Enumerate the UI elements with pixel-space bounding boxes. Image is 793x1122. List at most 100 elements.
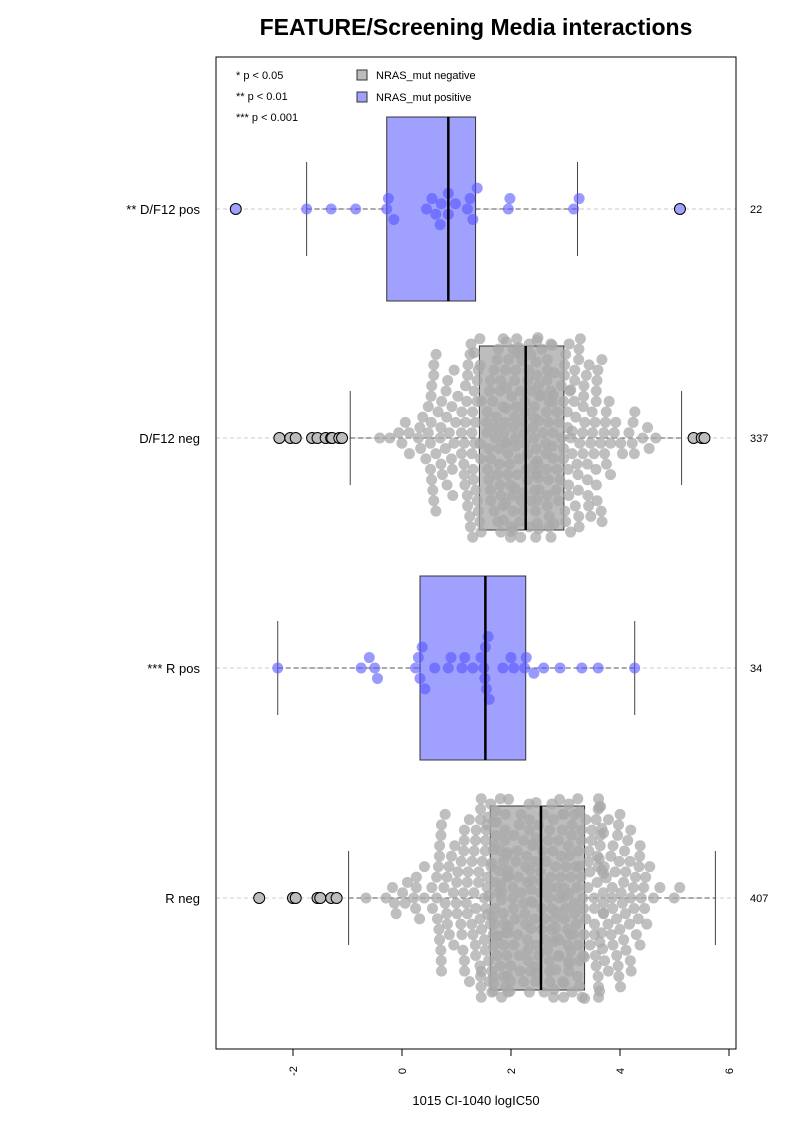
data-point xyxy=(441,908,453,920)
data-point xyxy=(439,442,451,454)
data-point xyxy=(598,907,610,919)
data-point xyxy=(461,395,473,407)
data-point xyxy=(545,871,557,883)
data-point xyxy=(467,213,479,225)
data-point xyxy=(582,489,594,501)
data-point xyxy=(590,960,602,972)
data-point xyxy=(272,662,284,674)
data-point xyxy=(403,427,415,439)
data-point xyxy=(577,401,589,413)
data-point xyxy=(602,918,614,930)
data-point xyxy=(573,510,585,522)
data-point xyxy=(471,375,483,387)
data-point xyxy=(579,992,591,1004)
data-point xyxy=(554,474,566,486)
data-point xyxy=(448,939,460,951)
data-point xyxy=(435,458,447,470)
data-point xyxy=(487,395,499,407)
data-point xyxy=(399,416,411,428)
data-point xyxy=(504,985,516,997)
data-point xyxy=(546,339,558,351)
data-point xyxy=(607,939,619,951)
data-point xyxy=(632,913,644,925)
data-point xyxy=(414,672,426,684)
data-point xyxy=(530,797,542,809)
data-point xyxy=(503,458,515,470)
data-point xyxy=(470,824,482,836)
data-point xyxy=(568,395,580,407)
data-point xyxy=(550,906,562,918)
data-point xyxy=(488,985,500,997)
data-point xyxy=(539,934,551,946)
data-point xyxy=(558,808,570,820)
data-point xyxy=(613,855,625,867)
data-point xyxy=(485,453,497,465)
data-point xyxy=(466,855,478,867)
data-point xyxy=(445,652,457,664)
data-point xyxy=(461,876,473,888)
data-point xyxy=(528,913,540,925)
data-point xyxy=(512,929,524,941)
data-point xyxy=(393,427,405,439)
data-point xyxy=(461,203,473,215)
data-point xyxy=(484,484,496,496)
data-point xyxy=(515,385,527,397)
data-point xyxy=(560,348,572,360)
data-point xyxy=(467,662,479,674)
data-point xyxy=(414,913,426,925)
data-point xyxy=(483,474,495,486)
data-point xyxy=(530,442,542,454)
data-point xyxy=(493,865,505,877)
data-point xyxy=(592,970,604,982)
data-point xyxy=(482,463,494,475)
data-point xyxy=(513,819,525,831)
data-point xyxy=(488,940,500,952)
data-point xyxy=(418,861,430,873)
data-point xyxy=(530,356,542,368)
data-point xyxy=(613,819,625,831)
data-point xyxy=(565,526,577,538)
data-point xyxy=(541,354,553,366)
data-point xyxy=(573,343,585,355)
data-point xyxy=(427,484,439,496)
data-point xyxy=(513,453,525,465)
data-point xyxy=(576,662,588,674)
data-point xyxy=(510,364,522,376)
outlier-point xyxy=(673,203,686,215)
data-point xyxy=(450,897,462,909)
data-point xyxy=(475,453,487,465)
data-point xyxy=(588,902,600,914)
data-point xyxy=(466,427,478,439)
data-point xyxy=(467,474,479,486)
data-point xyxy=(643,442,655,454)
data-point xyxy=(541,375,553,387)
outlier-point xyxy=(289,892,302,904)
data-point xyxy=(614,923,626,935)
data-point xyxy=(439,897,451,909)
data-point xyxy=(587,427,599,439)
data-point xyxy=(369,662,381,674)
data-point xyxy=(455,448,467,460)
data-point xyxy=(488,918,500,930)
data-point xyxy=(572,484,584,496)
data-point xyxy=(544,824,556,836)
data-point xyxy=(553,950,565,962)
data-point xyxy=(642,422,654,434)
data-point xyxy=(441,479,453,491)
data-point xyxy=(492,343,504,355)
data-point xyxy=(588,892,600,904)
data-point xyxy=(589,918,601,930)
data-point xyxy=(551,406,563,418)
data-point xyxy=(508,662,520,674)
data-point xyxy=(452,390,464,402)
data-point xyxy=(572,939,584,951)
data-point xyxy=(517,487,529,499)
data-point xyxy=(467,406,479,418)
data-point xyxy=(445,850,457,862)
data-point xyxy=(434,934,446,946)
data-point xyxy=(412,652,424,664)
data-point xyxy=(510,440,522,452)
data-point xyxy=(554,662,566,674)
data-point xyxy=(528,432,540,444)
